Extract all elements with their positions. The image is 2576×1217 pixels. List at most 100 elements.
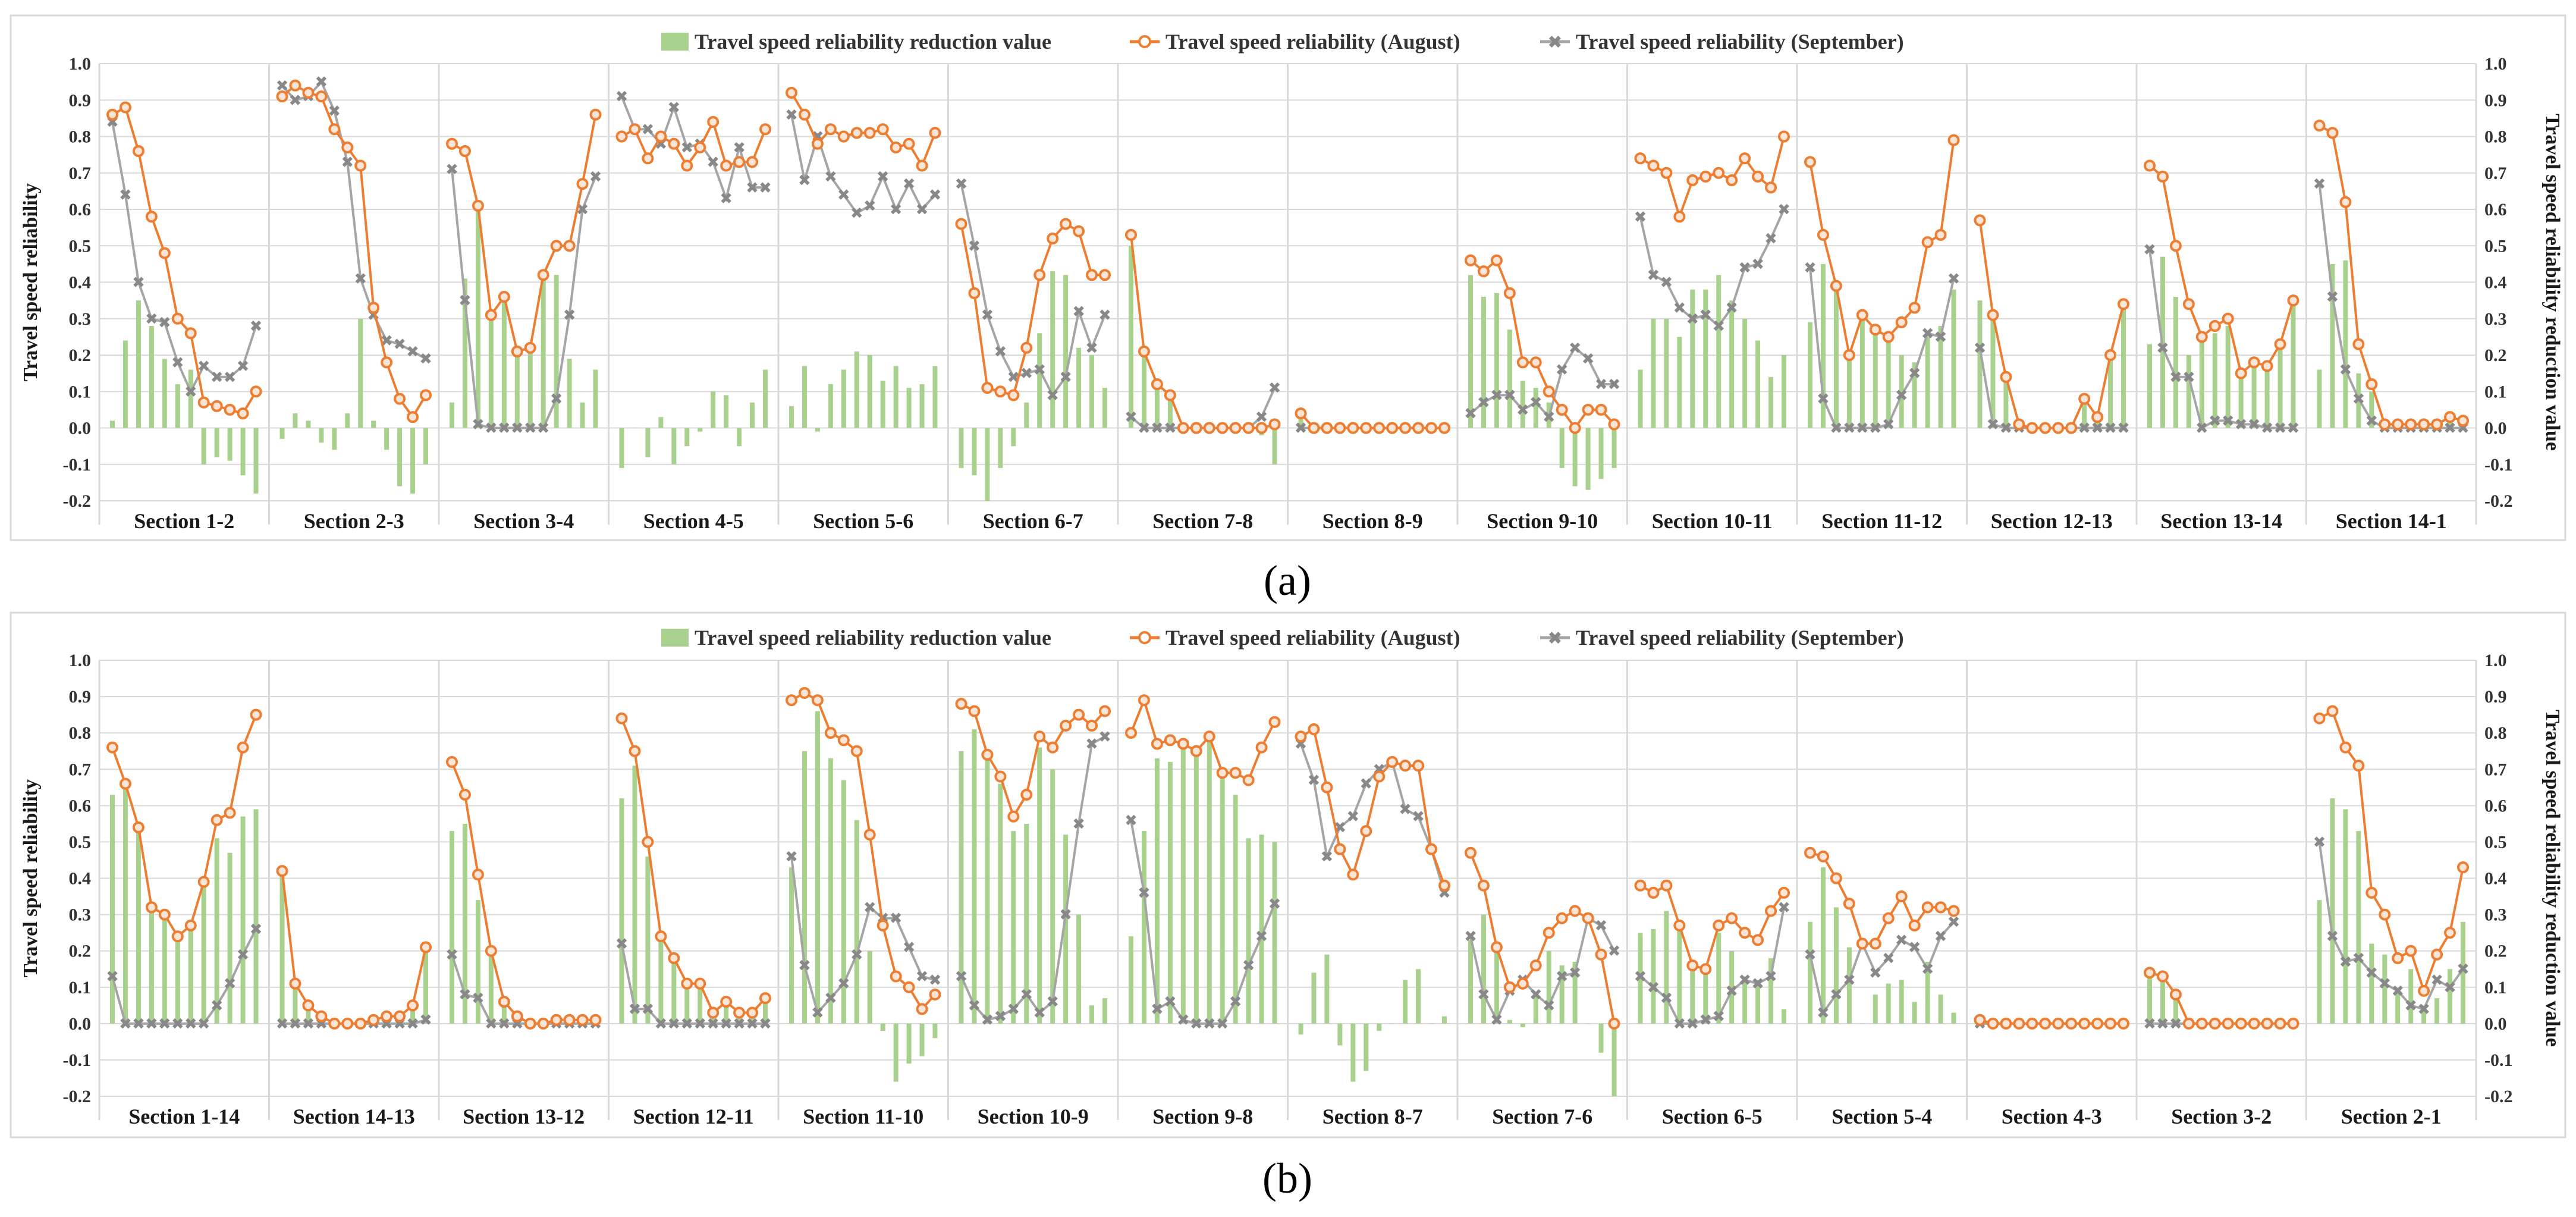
reduction-bar — [2330, 798, 2335, 1024]
september-point: ✖ — [289, 92, 302, 109]
august-point — [1856, 309, 1868, 321]
august-point — [994, 385, 1007, 398]
september-point: ✖ — [2209, 412, 2222, 430]
september-line — [1639, 907, 1785, 1025]
reduction-bar — [2147, 344, 2152, 428]
reduction-bar — [1481, 297, 1486, 428]
reduction-bar — [410, 428, 416, 494]
august-point — [1386, 422, 1399, 434]
legend-august-marker — [1138, 35, 1151, 48]
section-label: Section 13-12 — [463, 1105, 585, 1128]
september-point: ✖ — [276, 77, 289, 95]
august-point — [1073, 225, 1085, 237]
reduction-bar — [2238, 377, 2244, 428]
reduction-bar — [580, 402, 585, 428]
august-point — [576, 1014, 589, 1026]
reduction-bar — [240, 428, 246, 476]
august-point — [302, 87, 315, 99]
august-point — [2182, 1017, 2195, 1030]
september-point: ✖ — [890, 910, 903, 928]
august-point — [1177, 422, 1189, 434]
legend-august-label: Travel speed reliability (August) — [1166, 30, 1460, 54]
reduction-bar — [175, 384, 180, 428]
reduction-bar — [1076, 914, 1082, 1024]
september-point: ✖ — [1529, 394, 1543, 412]
reduction-bar — [2343, 809, 2348, 1024]
reduction-bar — [475, 209, 480, 428]
september-line — [620, 943, 765, 1025]
august-point — [1608, 418, 1620, 431]
august-point — [119, 101, 131, 114]
y-tick-right: 0.5 — [2484, 236, 2507, 256]
september-point: ✖ — [1177, 1012, 1190, 1030]
august-point — [2274, 338, 2286, 350]
august-point — [1412, 760, 1425, 772]
september-point: ✖ — [1712, 318, 1725, 335]
august-point — [367, 1014, 380, 1026]
september-point: ✖ — [1921, 325, 1934, 343]
august-point — [1125, 228, 1137, 241]
september-point: ✖ — [667, 1015, 680, 1033]
september-point: ✖ — [654, 1015, 667, 1033]
reduction-bar — [488, 951, 494, 1024]
august-point — [720, 996, 733, 1008]
august-point — [2431, 418, 2443, 431]
august-point — [1765, 181, 1777, 194]
august-point — [2013, 418, 2025, 431]
august-point — [1647, 159, 1660, 172]
reduction-bar — [332, 428, 337, 450]
september-point: ✖ — [171, 1015, 184, 1033]
august-point — [981, 748, 994, 761]
august-point — [1569, 422, 1581, 434]
august-point — [615, 130, 628, 143]
reduction-bar — [1468, 940, 1473, 1024]
august-point — [1308, 723, 1320, 736]
reduction-bar — [227, 852, 233, 1024]
august-point — [1007, 810, 1020, 823]
y-tick-left: 0.4 — [69, 273, 92, 293]
august-point — [1086, 719, 1098, 732]
september-point: ✖ — [1830, 420, 1843, 438]
august-line — [451, 114, 597, 353]
september-point: ✖ — [824, 990, 837, 1008]
section-label: Section 14-13 — [293, 1105, 415, 1128]
reduction-bar — [450, 402, 454, 428]
september-line — [451, 169, 597, 429]
august-point — [2156, 170, 2169, 183]
legend-reduction-swatch — [661, 33, 689, 51]
august-point — [276, 865, 288, 877]
september-point: ✖ — [1203, 1015, 1216, 1033]
legend-august-label: Travel speed reliability (August) — [1166, 626, 1460, 650]
section-label: Section 11-12 — [1821, 509, 1942, 533]
september-point: ✖ — [955, 175, 968, 193]
august-point — [2431, 948, 2443, 961]
august-point — [1947, 134, 1960, 146]
august-point — [916, 1003, 928, 1015]
reduction-bar — [1507, 1020, 1512, 1024]
september-point: ✖ — [2365, 964, 2378, 982]
reduction-bar — [841, 369, 846, 428]
august-point — [694, 977, 706, 990]
september-line — [1469, 346, 1614, 420]
y-tick-left: 0.6 — [69, 200, 92, 219]
august-point — [1190, 422, 1202, 434]
august-point — [276, 90, 288, 103]
september-point: ✖ — [994, 343, 1007, 361]
y-tick-right: 0.9 — [2484, 687, 2507, 707]
august-point — [1503, 287, 1516, 299]
reduction-bar — [136, 300, 141, 428]
reduction-bar — [645, 428, 651, 457]
august-point — [1921, 236, 1934, 249]
y-tick-right: 0.4 — [2484, 869, 2507, 889]
reduction-bar — [1912, 362, 1917, 428]
reduction-bar — [1742, 976, 1748, 1024]
september-point: ✖ — [706, 153, 720, 171]
august-point — [824, 123, 837, 136]
reduction-bar — [789, 406, 794, 428]
august-point — [615, 712, 628, 724]
august-point — [786, 87, 797, 99]
august-point — [211, 814, 223, 826]
september-line — [960, 735, 1105, 1021]
september-point: ✖ — [850, 205, 863, 222]
august-line — [111, 714, 257, 939]
